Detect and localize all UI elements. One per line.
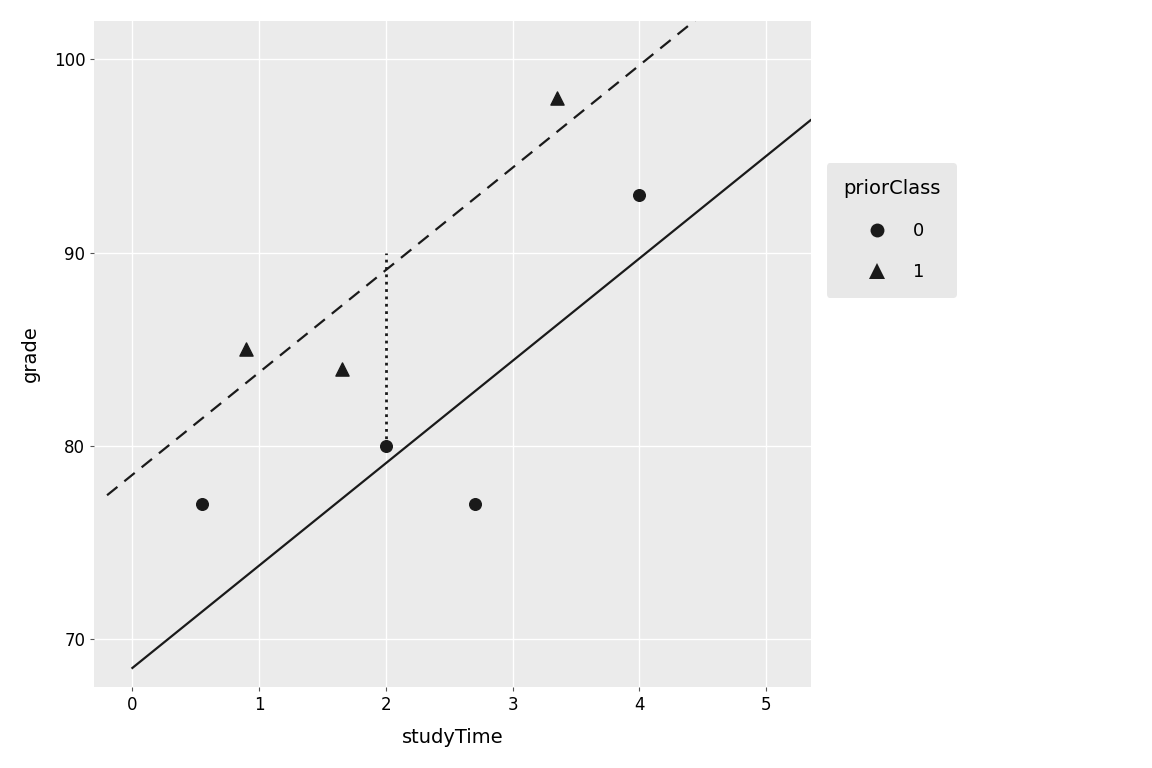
Point (332, 362, 350, 375)
Point (465, 498, 484, 510)
X-axis label: studyTime: studyTime (402, 728, 503, 747)
Point (192, 498, 211, 510)
Point (377, 439, 395, 452)
Point (630, 188, 649, 200)
Legend: 0, 1: 0, 1 (827, 163, 956, 297)
Point (237, 343, 256, 356)
Y-axis label: grade: grade (21, 326, 40, 382)
Point (548, 92, 567, 104)
